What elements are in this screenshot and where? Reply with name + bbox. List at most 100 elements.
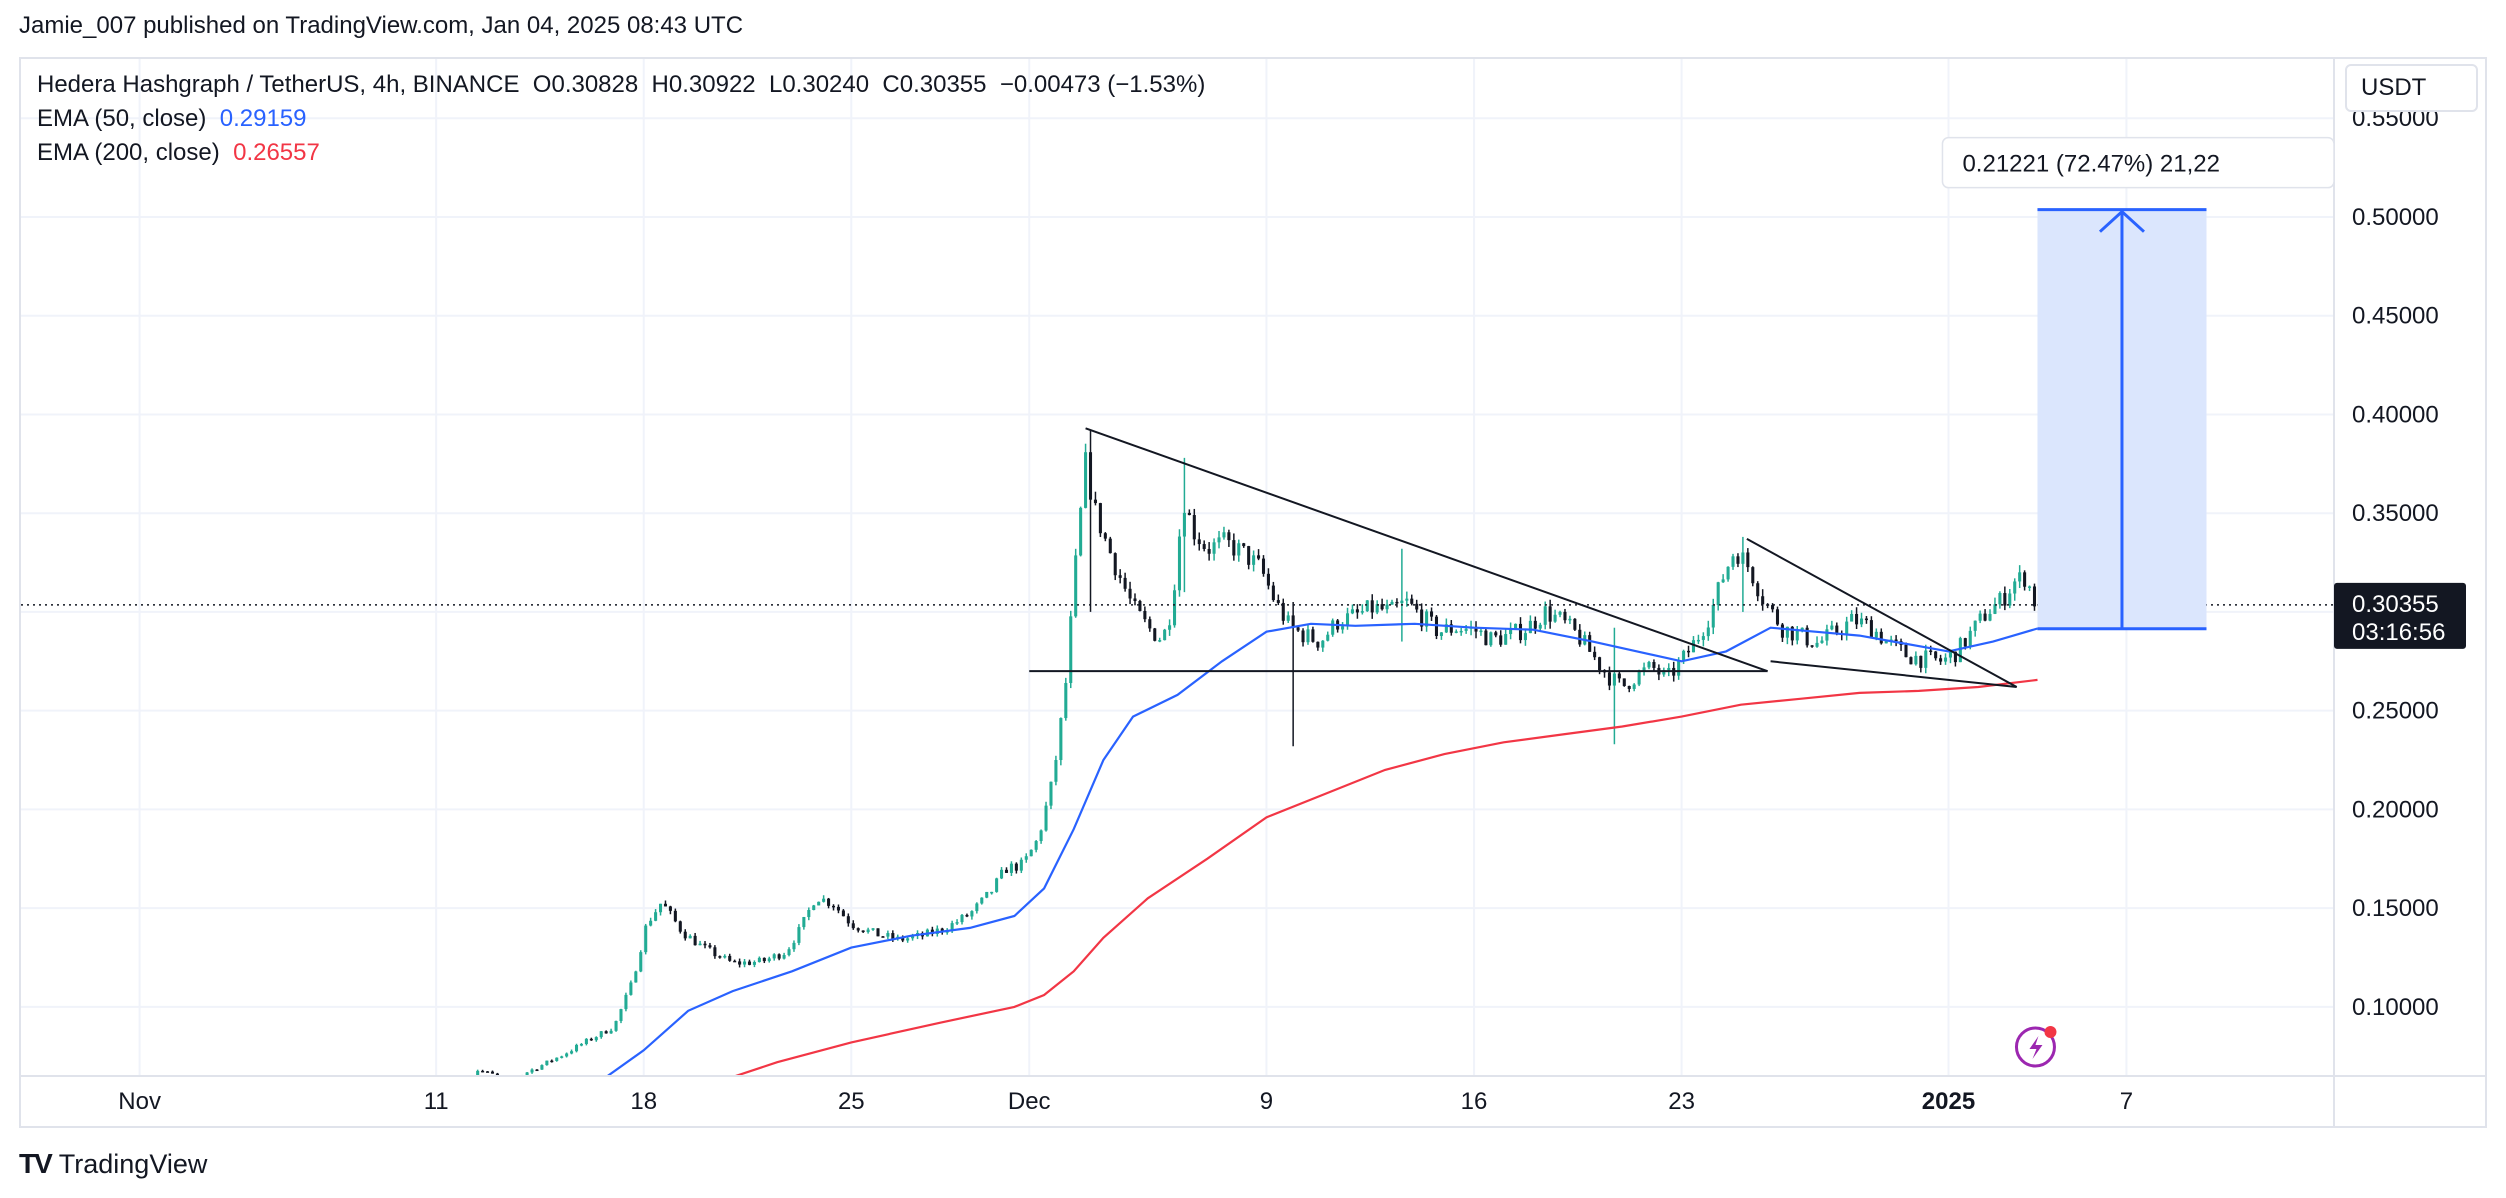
candle bbox=[1301, 628, 1305, 647]
candle-body bbox=[1197, 539, 1201, 545]
candle-body bbox=[1736, 556, 1740, 564]
candle-body bbox=[1039, 830, 1043, 842]
candle bbox=[594, 1036, 598, 1042]
footer-logo[interactable]: TV TradingView bbox=[19, 1148, 207, 1180]
candle bbox=[1795, 626, 1799, 645]
candle bbox=[1276, 594, 1280, 606]
candle-body bbox=[579, 1044, 583, 1046]
candle bbox=[1261, 555, 1266, 577]
currency-selector[interactable]: USDT bbox=[2345, 64, 2478, 112]
candle-body bbox=[1528, 620, 1532, 634]
ema50-legend[interactable]: EMA (50, close) 0.29159 bbox=[37, 102, 1205, 136]
candle bbox=[1207, 542, 1211, 561]
candle bbox=[1064, 677, 1068, 721]
candle-body bbox=[1948, 651, 1953, 658]
candle-body bbox=[1390, 601, 1394, 605]
candle bbox=[1879, 628, 1883, 645]
candle bbox=[609, 1028, 613, 1034]
candle-body bbox=[1706, 627, 1710, 637]
candle-body bbox=[545, 1060, 549, 1066]
candle-body bbox=[1232, 540, 1236, 556]
candle-body bbox=[1192, 515, 1196, 540]
candle bbox=[659, 903, 663, 916]
candle-body bbox=[807, 910, 811, 918]
ema200-legend[interactable]: EMA (200, close) 0.26557 bbox=[37, 136, 1205, 170]
candle-body bbox=[2013, 581, 2017, 594]
candle-body bbox=[1617, 673, 1621, 679]
candle bbox=[1252, 550, 1256, 572]
candle bbox=[1523, 629, 1527, 646]
candle bbox=[693, 932, 697, 946]
candle bbox=[1647, 660, 1651, 670]
candle bbox=[1741, 536, 1745, 612]
candle bbox=[1153, 627, 1157, 642]
candle-body bbox=[486, 1071, 490, 1073]
candle-body bbox=[1667, 667, 1671, 671]
candle-body bbox=[574, 1044, 579, 1052]
candle-body bbox=[1543, 606, 1547, 625]
candle-body bbox=[1449, 624, 1453, 633]
candle bbox=[1395, 598, 1399, 608]
symbol-ohlc-line[interactable]: Hedera Hashgraph / TetherUS, 4h, BINANCE… bbox=[37, 71, 1206, 98]
candle-body bbox=[1864, 618, 1868, 621]
candle-body bbox=[1588, 635, 1592, 652]
candle-body bbox=[1202, 544, 1206, 549]
candle-body bbox=[1415, 603, 1419, 610]
candle-body bbox=[570, 1051, 574, 1054]
candle-body bbox=[1874, 631, 1878, 638]
candle-body bbox=[1242, 543, 1246, 547]
candle bbox=[1914, 651, 1918, 666]
candle-body bbox=[1054, 760, 1058, 782]
candle bbox=[1069, 610, 1073, 689]
candle bbox=[1509, 622, 1513, 640]
candle-body bbox=[1484, 630, 1488, 646]
candle bbox=[1173, 584, 1177, 628]
trendline-triangle-upper bbox=[1085, 427, 1768, 673]
candle bbox=[1321, 640, 1325, 652]
candle bbox=[1489, 631, 1493, 647]
candle-body bbox=[940, 928, 944, 933]
candle bbox=[713, 945, 717, 959]
candle bbox=[1113, 552, 1117, 581]
x-tick-label: 7 bbox=[2120, 1088, 2133, 1115]
candle-body bbox=[1014, 863, 1018, 871]
candle bbox=[604, 1030, 608, 1034]
x-tick-label: 11 bbox=[424, 1088, 449, 1115]
candle-body bbox=[1879, 631, 1883, 644]
candle bbox=[955, 919, 959, 926]
candle-body bbox=[980, 897, 984, 904]
y-tick-label: 0.20000 bbox=[2352, 796, 2439, 823]
x-tick-label: Dec bbox=[1008, 1088, 1051, 1115]
candle bbox=[579, 1043, 583, 1047]
candle bbox=[1039, 829, 1043, 844]
candle bbox=[1420, 603, 1424, 632]
candle bbox=[1973, 620, 1977, 637]
candle bbox=[1815, 636, 1819, 648]
candle-body bbox=[708, 945, 712, 948]
candle bbox=[698, 940, 702, 946]
candle bbox=[861, 930, 865, 933]
candle bbox=[1410, 594, 1414, 606]
candle bbox=[1859, 612, 1864, 628]
candle-body bbox=[1593, 651, 1597, 658]
countdown-timer: 03:16:56 bbox=[2352, 619, 2445, 646]
candle bbox=[1059, 717, 1063, 766]
candle bbox=[1825, 624, 1829, 646]
candle-body bbox=[1454, 631, 1458, 633]
candle bbox=[1568, 615, 1572, 625]
candle bbox=[990, 891, 994, 895]
candle-body bbox=[649, 920, 653, 926]
candle bbox=[1573, 618, 1577, 631]
candle bbox=[1266, 568, 1270, 590]
candle bbox=[1746, 548, 1750, 572]
candle bbox=[1543, 601, 1547, 630]
candle bbox=[1593, 646, 1597, 661]
candle-body bbox=[1326, 634, 1330, 641]
candle-body bbox=[812, 905, 816, 911]
candle bbox=[1780, 622, 1784, 642]
candle-body bbox=[1019, 859, 1023, 871]
candle bbox=[1365, 600, 1369, 612]
candle-body bbox=[1944, 657, 1948, 662]
candle-body bbox=[1069, 616, 1073, 684]
